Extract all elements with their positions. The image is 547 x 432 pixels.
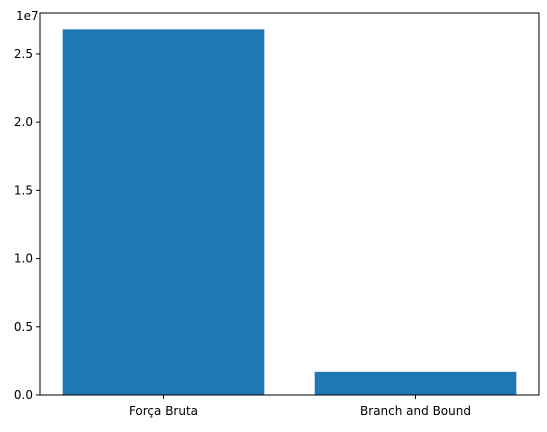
x-tick-label-0: Força Bruta — [129, 404, 198, 418]
plot-frame — [39, 12, 540, 396]
y-tick-label-1: 0.5 — [14, 320, 33, 334]
x-tick-label-1: Branch and Bound — [360, 404, 471, 418]
y-tick-label-4: 2.0 — [14, 115, 33, 129]
y-tick-label-2: 1.0 — [14, 252, 33, 266]
y-offset-label: 1e7 — [16, 9, 39, 23]
y-tick-label-3: 1.5 — [14, 183, 33, 197]
y-tick-label-0: 0.0 — [14, 388, 33, 402]
ticks-layer: Força Bruta Branch and Bound 0.0 0.5 1.0 1.5 2… — [14, 47, 471, 418]
bars-layer — [62, 29, 517, 395]
bar-0 — [62, 29, 265, 395]
y-tick-label-5: 2.5 — [14, 47, 33, 61]
bar-1 — [314, 371, 517, 395]
